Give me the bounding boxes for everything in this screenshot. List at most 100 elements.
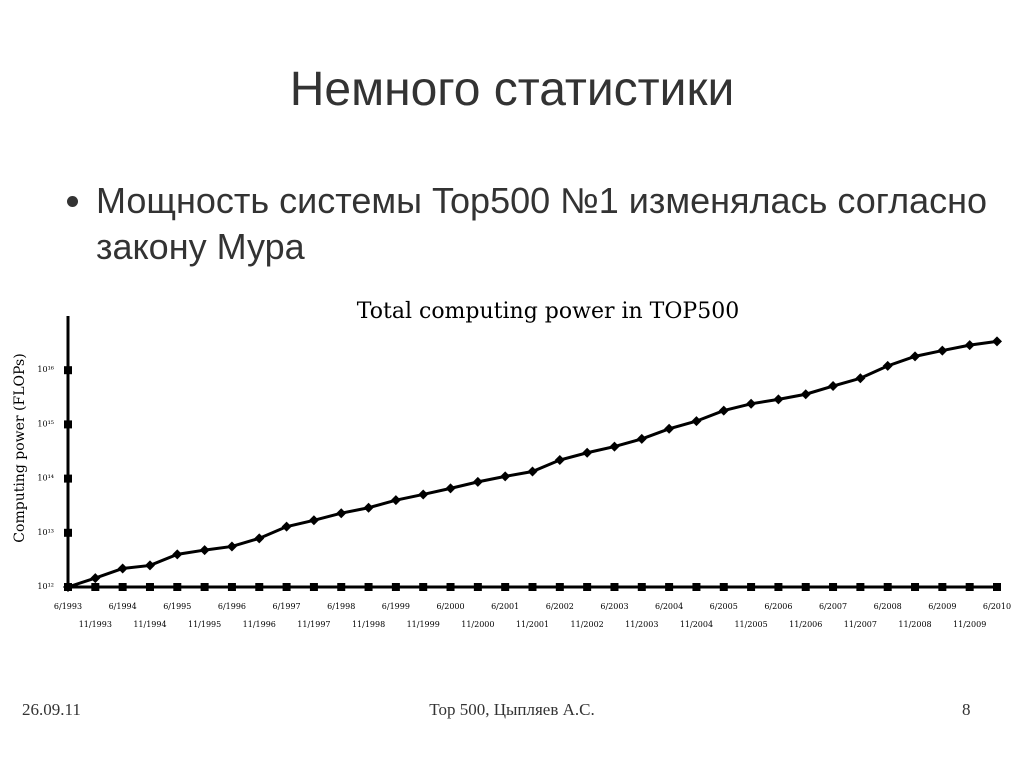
data-point bbox=[472, 476, 483, 487]
bullet-list: Мощность системы Top500 №1 изменялась со… bbox=[56, 178, 996, 270]
x-tick-mark bbox=[145, 583, 154, 591]
data-point bbox=[582, 447, 593, 458]
x-tick-mark bbox=[555, 583, 564, 591]
x-tick-mark bbox=[91, 583, 100, 591]
x-tick-label: 11/1993 bbox=[79, 620, 112, 629]
x-tick-label: 11/2009 bbox=[953, 620, 986, 629]
data-point bbox=[636, 433, 647, 444]
x-tick-label: 6/2008 bbox=[874, 602, 902, 611]
data-point bbox=[882, 360, 893, 371]
data-point bbox=[445, 483, 456, 494]
data-point bbox=[117, 563, 128, 574]
x-tick-label: 6/1998 bbox=[327, 602, 355, 611]
x-tick-label: 11/2000 bbox=[461, 620, 494, 629]
x-tick-mark bbox=[501, 583, 510, 591]
chart: Total computing power in TOP500 Computin… bbox=[12, 299, 1011, 629]
x-tick-label: 6/2005 bbox=[710, 602, 738, 611]
x-tick-mark bbox=[583, 583, 592, 591]
data-point bbox=[226, 541, 237, 552]
x-tick-mark bbox=[419, 583, 428, 591]
data-point bbox=[527, 466, 538, 477]
x-tick-label: 11/2003 bbox=[625, 620, 658, 629]
x-tick-mark bbox=[774, 583, 783, 591]
data-point bbox=[336, 508, 347, 519]
y-tick-mark bbox=[64, 528, 72, 537]
bullet: Мощность системы Top500 №1 изменялась со… bbox=[96, 178, 996, 270]
data-point bbox=[363, 502, 374, 513]
x-tick-mark bbox=[993, 583, 1001, 591]
x-tick-label: 11/1999 bbox=[407, 620, 440, 629]
data-point bbox=[718, 405, 729, 416]
x-tick-mark bbox=[227, 583, 236, 591]
x-tick-mark bbox=[610, 583, 619, 591]
data-point bbox=[609, 441, 620, 452]
x-tick-mark bbox=[692, 583, 701, 591]
x-tick-label: 6/2001 bbox=[491, 602, 519, 611]
x-tick-label: 6/2006 bbox=[764, 602, 792, 611]
x-tick-mark bbox=[309, 583, 318, 591]
data-point bbox=[855, 373, 866, 384]
x-tick-mark bbox=[911, 583, 920, 591]
data-point bbox=[828, 381, 839, 392]
data-point bbox=[554, 455, 565, 466]
x-tick-mark bbox=[446, 583, 455, 591]
x-tick-mark bbox=[801, 583, 810, 591]
x-tick-mark bbox=[665, 583, 674, 591]
x-tick-label: 6/1993 bbox=[54, 602, 82, 611]
slide-title: Немного статистики bbox=[289, 63, 735, 116]
x-tick-label: 11/1995 bbox=[188, 620, 221, 629]
x-tick-label: 11/2007 bbox=[844, 620, 877, 629]
x-tick-mark bbox=[747, 583, 756, 591]
data-point bbox=[937, 345, 948, 356]
x-tick-mark bbox=[856, 583, 865, 591]
data-point bbox=[172, 549, 183, 560]
page-number: 8 bbox=[962, 700, 971, 719]
x-tick-mark bbox=[200, 583, 209, 591]
x-tick-label: 11/1996 bbox=[243, 620, 276, 629]
x-tick-label: 11/2006 bbox=[789, 620, 822, 629]
y-tick-label: 10¹³ bbox=[37, 528, 54, 537]
x-tick-label: 11/2005 bbox=[734, 620, 767, 629]
x-tick-mark bbox=[282, 583, 291, 591]
x-tick-label: 11/1997 bbox=[297, 620, 330, 629]
y-tick-label: 10¹² bbox=[37, 582, 54, 591]
data-point bbox=[418, 489, 429, 500]
x-tick-label: 6/1994 bbox=[109, 602, 137, 611]
x-tick-label: 6/1996 bbox=[218, 602, 246, 611]
x-tick-label: 11/2008 bbox=[898, 620, 931, 629]
x-tick-mark bbox=[938, 583, 947, 591]
y-tick-mark bbox=[64, 420, 72, 429]
data-point bbox=[281, 521, 292, 532]
y-tick-label: 10¹⁵ bbox=[37, 419, 54, 428]
x-tick-label: 6/1997 bbox=[273, 602, 301, 611]
footer-date: 26.09.11 bbox=[22, 700, 81, 719]
x-tick-mark bbox=[473, 583, 482, 591]
x-tick-label: 11/2004 bbox=[680, 620, 713, 629]
data-point bbox=[746, 398, 757, 409]
data-point bbox=[664, 423, 675, 434]
x-tick-mark bbox=[364, 583, 373, 591]
x-tick-mark bbox=[337, 583, 346, 591]
x-tick-label: 11/2001 bbox=[516, 620, 549, 629]
x-tick-label: 6/2007 bbox=[819, 602, 847, 611]
x-tick-label: 6/2004 bbox=[655, 602, 683, 611]
x-tick-label: 11/2002 bbox=[571, 620, 604, 629]
data-point bbox=[964, 340, 975, 351]
x-tick-mark bbox=[637, 583, 646, 591]
data-point bbox=[144, 560, 155, 571]
x-tick-mark bbox=[719, 583, 728, 591]
data-point bbox=[90, 573, 101, 584]
x-tick-mark bbox=[829, 583, 838, 591]
x-tick-label: 6/2002 bbox=[546, 602, 574, 611]
data-point bbox=[691, 416, 702, 427]
x-tick-mark bbox=[118, 583, 127, 591]
chart-title: Total computing power in TOP500 bbox=[357, 299, 739, 324]
footer-author: Top 500, Цыпляев А.С. bbox=[429, 700, 595, 719]
data-point bbox=[500, 471, 511, 482]
x-tick-mark bbox=[965, 583, 974, 591]
y-axis-label: Computing power (FLOPs) bbox=[12, 353, 28, 542]
data-point bbox=[308, 515, 319, 526]
data-point bbox=[910, 351, 921, 362]
data-point bbox=[199, 545, 210, 556]
y-tick-mark bbox=[64, 366, 72, 375]
